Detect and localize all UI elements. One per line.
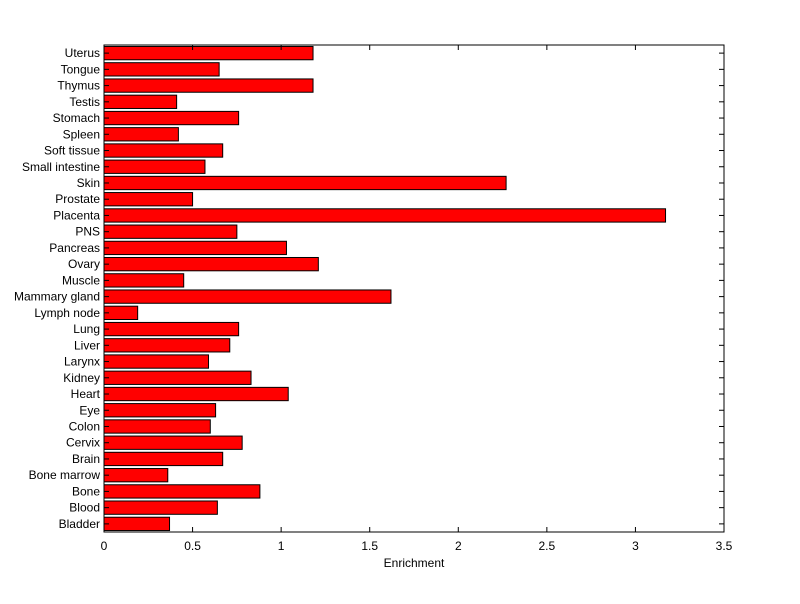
bar-pns (103, 224, 238, 239)
y-tick-label: Ovary (68, 257, 100, 271)
ticks-layer (103, 45, 725, 532)
x-tick-label: 0.5 (184, 539, 201, 553)
y-tick-label: Cervix (66, 436, 100, 450)
y-tick-label: Brain (72, 452, 100, 466)
bar-kidney (103, 370, 252, 385)
y-tick-label: Placenta (53, 208, 100, 222)
y-tick-label: Tongue (61, 62, 101, 76)
y-tick-label: Spleen (63, 127, 100, 141)
bar-small-intestine (103, 159, 206, 174)
x-tick-label: 1 (278, 539, 285, 553)
bar-larynx (103, 354, 210, 369)
x-tick-label: 2.5 (539, 539, 556, 553)
bars-layer (103, 45, 667, 532)
bar-placenta (103, 208, 667, 223)
bar-heart (103, 386, 289, 402)
y-tick-label: Kidney (63, 371, 100, 385)
y-tick-label: Prostate (55, 192, 100, 206)
bar-liver (103, 338, 231, 353)
y-tick-label: Bladder (59, 517, 100, 531)
y-tick-label: Uterus (65, 46, 100, 60)
y-tick-label: Bone (72, 484, 100, 498)
bar-bladder (103, 516, 171, 532)
bar-spleen (103, 127, 179, 142)
bar-testis (103, 94, 178, 109)
y-tick-label: Muscle (62, 273, 100, 287)
bar-mammary-gland (103, 289, 392, 304)
bar-lymph-node (103, 305, 139, 321)
y-tick-label: Colon (69, 419, 100, 433)
bar-prostate (103, 192, 194, 207)
x-tick-label: 2 (455, 539, 462, 553)
bar-eye (103, 403, 217, 418)
bar-pancreas (103, 240, 287, 256)
bar-thymus (103, 78, 314, 93)
bar-skin (103, 175, 507, 191)
y-tick-label: Lung (73, 322, 100, 336)
y-tick-label: Bone marrow (29, 468, 101, 482)
bar-colon (103, 419, 211, 434)
bar-bone (103, 484, 261, 499)
y-tick-label: Stomach (53, 111, 100, 125)
bar-stomach (103, 110, 240, 126)
x-tick-label: 3.5 (716, 539, 733, 553)
bar-cervix (103, 435, 243, 450)
y-tick-label: Larynx (64, 355, 100, 369)
y-tick-label: Skin (77, 176, 100, 190)
bar-lung (103, 321, 240, 337)
y-tick-label: Lymph node (34, 306, 100, 320)
y-tick-label: Heart (71, 387, 101, 401)
y-tick-label: Testis (69, 95, 100, 109)
y-tick-label: Soft tissue (44, 144, 100, 158)
plot-frame (103, 44, 725, 533)
bar-tongue (103, 62, 220, 77)
bar-blood (103, 500, 218, 515)
y-tick-label: Small intestine (22, 160, 100, 174)
y-tick-label: Liver (74, 338, 100, 352)
y-tick-label: Pancreas (49, 241, 100, 255)
x-tick-label: 3 (632, 539, 639, 553)
x-tick-label: 1.5 (361, 539, 378, 553)
bar-uterus (103, 45, 314, 61)
bar-bone-marrow (103, 468, 169, 483)
y-tick-label: Mammary gland (14, 290, 100, 304)
y-tick-label: Thymus (57, 79, 100, 93)
x-tick-label: 0 (101, 539, 108, 553)
bar-brain (103, 451, 224, 467)
labels-layer: Bladder Blood Bone Bone marrow Brain Cervix Co… (14, 46, 733, 553)
y-tick-label: Eye (79, 403, 100, 417)
bar-soft-tissue (103, 143, 224, 158)
bar-muscle (103, 273, 185, 288)
bar-ovary (103, 256, 319, 272)
y-tick-label: Blood (69, 501, 100, 515)
y-tick-label: PNS (75, 225, 100, 239)
x-axis-label: Enrichment (384, 556, 445, 570)
